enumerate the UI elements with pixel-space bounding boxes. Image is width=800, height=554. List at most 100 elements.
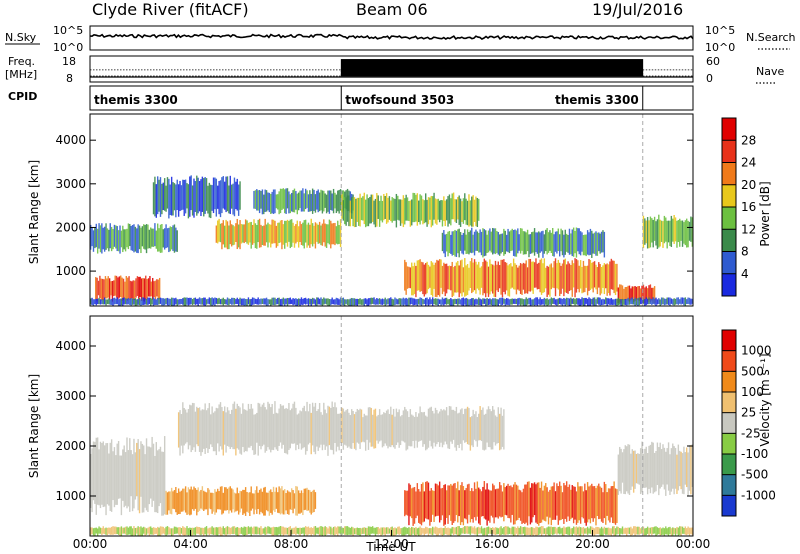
range-cell bbox=[392, 198, 395, 221]
range-cell bbox=[211, 406, 213, 448]
range-cell bbox=[505, 234, 508, 252]
range-cell bbox=[565, 481, 568, 522]
range-cell bbox=[482, 486, 484, 517]
range-cell bbox=[355, 298, 357, 306]
range-cell bbox=[224, 487, 226, 511]
range-cell bbox=[457, 229, 459, 254]
range-cell bbox=[197, 526, 199, 534]
range-cell bbox=[341, 298, 343, 305]
range-cell bbox=[323, 190, 325, 212]
range-cell bbox=[634, 297, 636, 306]
range-cell bbox=[177, 488, 180, 515]
range-cell bbox=[131, 298, 134, 305]
range-cell bbox=[95, 437, 97, 515]
range-cell bbox=[270, 224, 272, 248]
range-cell bbox=[243, 298, 245, 306]
range-cell bbox=[311, 297, 314, 305]
range-cell bbox=[666, 297, 668, 305]
range-cell bbox=[620, 528, 622, 534]
range-cell bbox=[672, 527, 674, 536]
range-cell bbox=[547, 526, 550, 536]
range-cell bbox=[221, 298, 223, 305]
range-cell bbox=[307, 526, 310, 535]
range-cell bbox=[176, 492, 178, 515]
range-cell bbox=[581, 297, 583, 305]
range-cell bbox=[364, 415, 367, 451]
range-cell bbox=[377, 195, 379, 219]
range-cell bbox=[605, 527, 607, 535]
range-cell bbox=[570, 233, 572, 255]
range-cell bbox=[132, 280, 134, 300]
range-cell bbox=[250, 221, 252, 249]
range-cell bbox=[431, 410, 434, 449]
range-cell bbox=[233, 492, 236, 513]
range-cell bbox=[637, 453, 639, 484]
range-cell bbox=[253, 414, 255, 455]
range-cell bbox=[457, 481, 459, 523]
range-cell bbox=[310, 412, 312, 455]
range-cell bbox=[318, 403, 321, 448]
range-cell bbox=[528, 527, 530, 535]
range-cell bbox=[212, 298, 215, 305]
range-cell bbox=[660, 528, 663, 536]
range-cell bbox=[384, 196, 386, 219]
range-cell bbox=[515, 484, 518, 521]
range-cell bbox=[370, 297, 372, 305]
colorbar-swatch bbox=[722, 162, 736, 185]
range-cell bbox=[639, 297, 642, 305]
range-cell bbox=[487, 526, 490, 534]
range-cell bbox=[659, 527, 661, 536]
range-cell bbox=[493, 298, 495, 306]
range-cell bbox=[214, 297, 216, 306]
range-cell bbox=[538, 262, 540, 290]
range-cell bbox=[540, 258, 543, 295]
range-cell bbox=[242, 489, 244, 515]
range-cell bbox=[478, 261, 480, 291]
range-cell bbox=[567, 235, 569, 253]
range-cell bbox=[163, 298, 166, 306]
range-cell bbox=[557, 259, 559, 290]
range-cell bbox=[215, 407, 218, 456]
nave-tick-bottom: 0 bbox=[706, 72, 713, 85]
range-cell bbox=[189, 404, 191, 446]
range-cell bbox=[605, 264, 607, 289]
range-cell bbox=[307, 222, 310, 246]
range-cell bbox=[517, 228, 519, 254]
range-cell bbox=[190, 527, 192, 536]
range-cell bbox=[260, 526, 262, 535]
range-cell bbox=[436, 527, 438, 536]
range-cell bbox=[168, 527, 170, 535]
range-cell bbox=[117, 527, 120, 535]
range-cell bbox=[316, 527, 318, 534]
range-cell bbox=[92, 299, 95, 306]
colorbar-tick-label: -500 bbox=[741, 468, 768, 482]
range-cell bbox=[469, 261, 472, 288]
range-cell bbox=[366, 415, 368, 440]
range-cell bbox=[108, 298, 110, 305]
range-cell bbox=[398, 526, 400, 535]
range-cell bbox=[296, 414, 298, 445]
range-cell bbox=[623, 299, 625, 305]
range-cell bbox=[642, 284, 645, 304]
range-cell bbox=[152, 527, 155, 535]
range-cell bbox=[113, 447, 116, 508]
range-cell bbox=[518, 527, 520, 535]
range-cell bbox=[256, 412, 258, 443]
range-cell bbox=[588, 486, 590, 520]
range-cell bbox=[281, 486, 283, 514]
range-cell bbox=[198, 181, 201, 212]
range-cell bbox=[466, 200, 469, 226]
range-cell bbox=[471, 526, 473, 534]
range-cell bbox=[254, 190, 257, 209]
range-cell bbox=[225, 299, 227, 305]
range-cell bbox=[95, 527, 97, 534]
range-cell bbox=[677, 527, 680, 536]
range-cell bbox=[434, 483, 437, 517]
range-cell bbox=[115, 526, 117, 535]
range-cell bbox=[578, 228, 580, 255]
range-cell bbox=[575, 526, 578, 536]
range-cell bbox=[408, 483, 410, 526]
range-cell bbox=[519, 228, 522, 254]
range-cell bbox=[289, 297, 291, 305]
range-cell bbox=[184, 409, 187, 444]
